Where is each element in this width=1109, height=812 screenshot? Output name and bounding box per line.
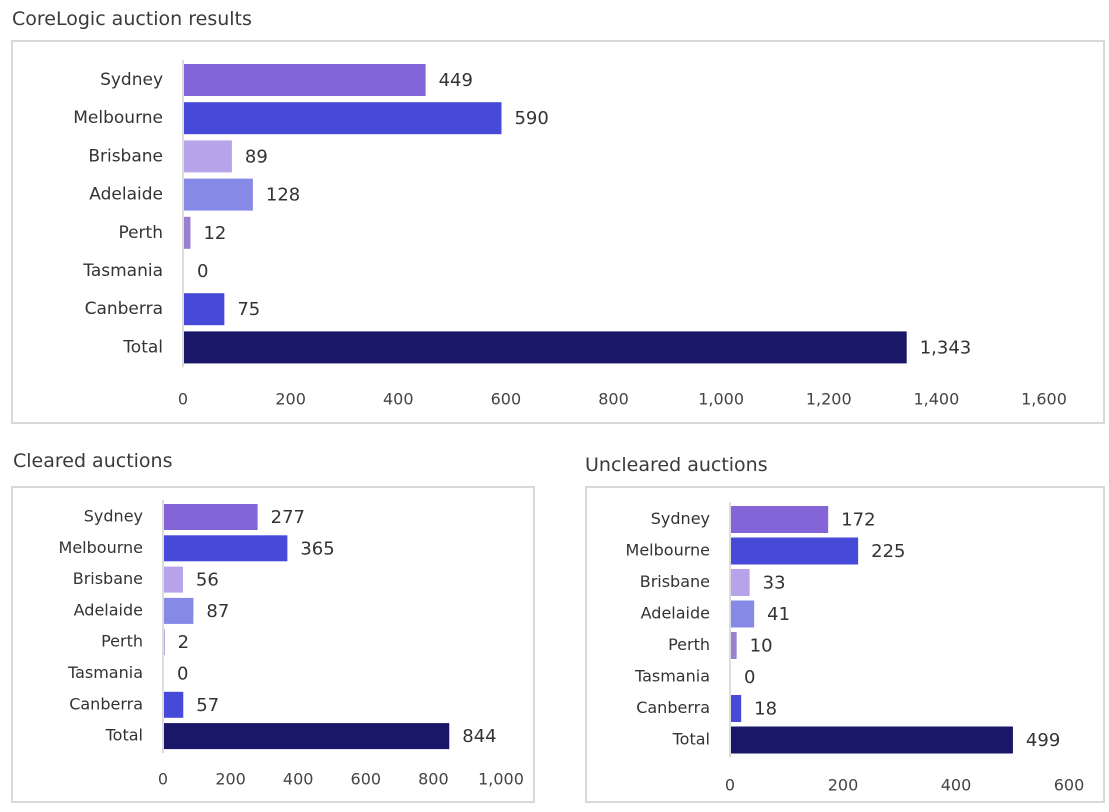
cleared-x-tick-label: 400 <box>283 770 314 789</box>
main-category-label: Melbourne <box>73 108 163 128</box>
main-value-label: 449 <box>439 70 473 91</box>
main-value-label: 89 <box>245 146 268 167</box>
uncleared-value-label: 0 <box>744 667 755 688</box>
main-bar-melbourne <box>184 102 502 135</box>
uncleared-chart-title: Uncleared auctions <box>585 454 768 476</box>
uncleared-chart-svg: Sydney 172 Melbourne 225 Brisbane 33 Adelaide 4… <box>626 502 1085 795</box>
main-x-tick-label: 400 <box>383 390 414 409</box>
uncleared-value-label: 172 <box>841 510 875 531</box>
uncleared-x-tick-label: 0 <box>725 776 735 795</box>
uncleared-bar-brisbane <box>731 569 750 596</box>
cleared-bar-brisbane <box>164 566 183 593</box>
main-x-tick-label: 1,400 <box>913 390 959 409</box>
cleared-category-label: Canberra <box>69 694 143 713</box>
uncleared-bar-melbourne <box>731 537 859 565</box>
main-value-label: 590 <box>514 108 548 129</box>
uncleared-category-label: Adelaide <box>641 604 710 623</box>
cleared-value-label: 844 <box>462 726 496 747</box>
cleared-bar-perth <box>164 629 165 656</box>
cleared-chart-svg: Sydney 277 Melbourne 365 Brisbane 56 Adelaide 8… <box>59 500 524 789</box>
main-category-label: Canberra <box>85 299 163 319</box>
uncleared-chart-panel: Sydney 172 Melbourne 225 Brisbane 33 Adelaide 4… <box>585 486 1105 803</box>
main-value-label: 1,343 <box>920 337 972 358</box>
main-bar-sydney <box>184 64 426 96</box>
uncleared-bar-perth <box>731 632 737 659</box>
uncleared-value-label: 499 <box>1026 730 1060 751</box>
main-value-label: 75 <box>237 299 260 320</box>
main-category-label: Tasmania <box>82 261 163 281</box>
uncleared-value-label: 33 <box>763 573 786 594</box>
cleared-category-label: Adelaide <box>74 600 143 619</box>
uncleared-category-label: Perth <box>668 635 710 654</box>
uncleared-value-label: 225 <box>871 541 905 562</box>
uncleared-category-label: Tasmania <box>634 667 710 686</box>
cleared-category-label: Melbourne <box>59 538 143 557</box>
main-x-tick-label: 200 <box>275 390 306 409</box>
uncleared-category-label: Brisbane <box>640 572 710 591</box>
main-x-tick-label: 800 <box>598 390 629 409</box>
cleared-x-tick-label: 0 <box>158 770 168 789</box>
cleared-x-tick-label: 800 <box>418 770 449 789</box>
main-chart-title: CoreLogic auction results <box>12 8 252 30</box>
cleared-category-label: Perth <box>101 632 143 651</box>
main-bar-canberra <box>184 293 225 326</box>
cleared-value-label: 57 <box>196 695 219 716</box>
main-value-label: 12 <box>203 223 226 244</box>
main-category-label: Total <box>122 337 163 357</box>
uncleared-bar-total <box>731 726 1013 754</box>
cleared-category-label: Sydney <box>84 507 143 526</box>
cleared-chart-title: Cleared auctions <box>13 450 173 472</box>
uncleared-category-label: Total <box>672 730 710 749</box>
main-bar-adelaide <box>184 178 253 211</box>
main-bar-perth <box>184 216 191 249</box>
main-category-label: Sydney <box>100 70 163 90</box>
cleared-bar-melbourne <box>164 535 288 562</box>
uncleared-category-label: Sydney <box>651 509 710 528</box>
cleared-value-label: 87 <box>206 601 229 622</box>
uncleared-category-label: Canberra <box>636 698 710 717</box>
uncleared-bar-sydney <box>731 506 829 533</box>
main-bar-total <box>184 331 907 364</box>
uncleared-value-label: 41 <box>767 604 790 625</box>
main-category-label: Adelaide <box>89 185 163 205</box>
main-x-tick-label: 1,600 <box>1021 390 1067 409</box>
cleared-value-label: 277 <box>271 507 305 528</box>
cleared-x-tick-label: 600 <box>351 770 382 789</box>
main-x-tick-label: 0 <box>178 390 188 409</box>
main-x-tick-label: 1,000 <box>698 390 744 409</box>
cleared-value-label: 0 <box>177 664 188 685</box>
cleared-value-label: 2 <box>178 632 189 653</box>
uncleared-category-label: Melbourne <box>626 541 710 560</box>
cleared-x-tick-label: 1,000 <box>478 770 524 789</box>
uncleared-x-tick-label: 600 <box>1054 776 1085 795</box>
main-chart-panel: Sydney 449 Melbourne 590 Brisbane 89 Adelaide 1… <box>11 40 1105 424</box>
main-value-label: 0 <box>197 261 208 282</box>
cleared-value-label: 365 <box>300 538 334 559</box>
uncleared-value-label: 10 <box>750 636 773 657</box>
cleared-category-label: Tasmania <box>67 663 143 682</box>
cleared-x-tick-label: 200 <box>215 770 246 789</box>
main-bar-brisbane <box>184 140 232 173</box>
uncleared-x-tick-label: 200 <box>828 776 859 795</box>
cleared-chart-panel: Sydney 277 Melbourne 365 Brisbane 56 Adelaide 8… <box>11 486 535 803</box>
main-category-label: Brisbane <box>88 146 163 166</box>
cleared-category-label: Total <box>105 726 143 745</box>
main-category-label: Perth <box>118 223 163 243</box>
uncleared-x-tick-label: 400 <box>941 776 972 795</box>
main-chart-svg: Sydney 449 Melbourne 590 Brisbane 89 Adelaide 1… <box>73 60 1067 409</box>
uncleared-value-label: 18 <box>754 699 777 720</box>
uncleared-bar-adelaide <box>731 600 755 628</box>
cleared-bar-sydney <box>164 504 258 530</box>
main-value-label: 128 <box>266 185 300 206</box>
cleared-bar-adelaide <box>164 597 194 624</box>
main-x-tick-label: 1,200 <box>806 390 852 409</box>
cleared-bar-total <box>164 723 450 750</box>
cleared-category-label: Brisbane <box>73 569 143 588</box>
cleared-value-label: 56 <box>196 570 219 591</box>
cleared-bar-canberra <box>164 691 184 718</box>
uncleared-bar-canberra <box>731 695 742 722</box>
main-x-tick-label: 600 <box>491 390 522 409</box>
